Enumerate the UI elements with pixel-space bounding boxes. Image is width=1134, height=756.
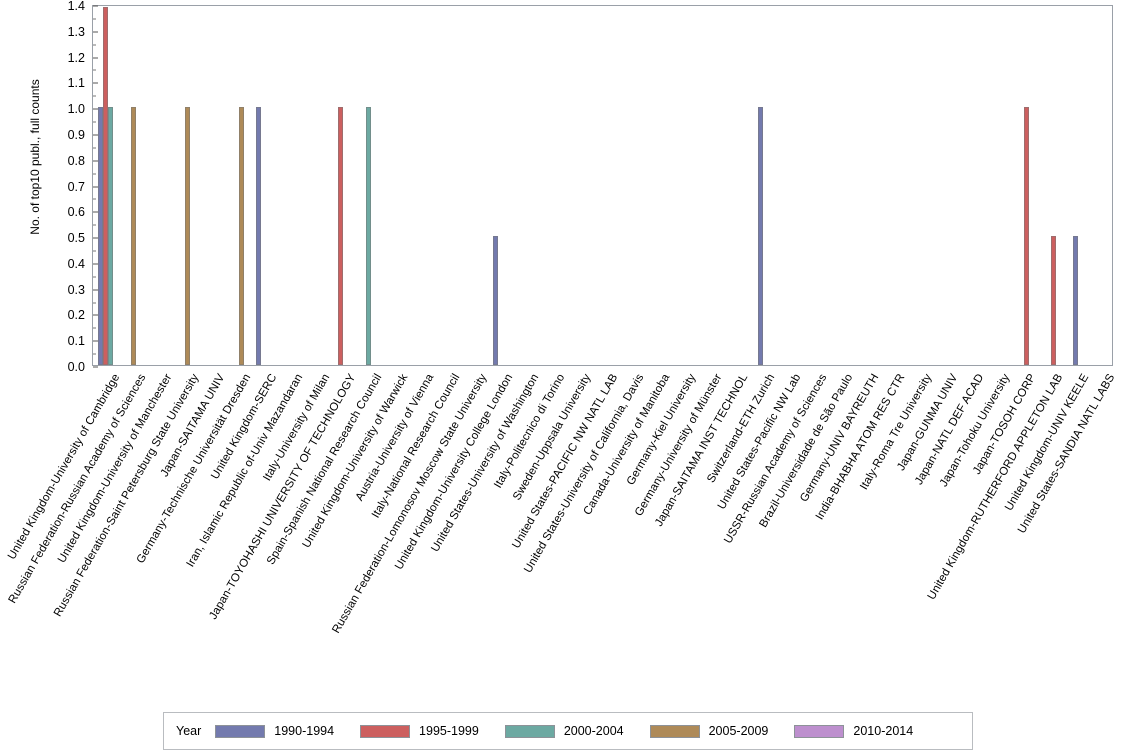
bar xyxy=(108,107,113,365)
y-axis-minor-tick-mark xyxy=(93,18,96,20)
y-axis-minor-tick-mark xyxy=(93,302,96,304)
bar xyxy=(366,107,371,365)
y-axis-tick-mark xyxy=(93,289,98,291)
y-axis-tick-mark xyxy=(93,237,98,239)
legend-color-swatch xyxy=(794,724,845,738)
bar xyxy=(239,107,244,365)
x-axis-labels: United Kingdom-University of Cambridge Ru… xyxy=(0,366,1134,696)
y-axis-tick-mark xyxy=(93,31,98,33)
legend-entry-label: 2005-2009 xyxy=(708,724,769,738)
legend-entry[interactable]: 2010-2014 xyxy=(794,724,913,738)
y-axis-minor-tick-mark xyxy=(93,353,96,355)
y-axis-minor-tick-mark xyxy=(93,121,96,123)
bar xyxy=(98,107,103,365)
y-axis-tick-label: 0.4 xyxy=(67,256,85,271)
y-axis-tick-label: 1.2 xyxy=(67,50,85,65)
legend-entry[interactable]: 1995-1999 xyxy=(360,724,479,738)
y-axis-tick-mark xyxy=(93,366,98,368)
bar xyxy=(1073,236,1078,365)
y-axis-minor-tick-mark xyxy=(93,198,96,200)
legend-color-swatch xyxy=(360,724,411,738)
legend-color-swatch xyxy=(215,724,266,738)
y-axis-minor-tick-mark xyxy=(93,95,96,97)
y-axis-tick-mark xyxy=(93,263,98,265)
y-axis-minor-tick-mark xyxy=(93,69,96,71)
bar xyxy=(185,107,190,365)
y-axis-tick-mark xyxy=(93,314,98,316)
legend-entry[interactable]: 2005-2009 xyxy=(649,724,769,738)
bar xyxy=(493,236,498,365)
y-axis-tick-label: 0.8 xyxy=(67,153,85,168)
bar xyxy=(758,107,763,365)
bar xyxy=(256,107,261,365)
y-axis-tick-mark xyxy=(93,5,98,7)
y-axis-tick-label: 1.3 xyxy=(67,24,85,39)
legend-entry[interactable]: 1990-1994 xyxy=(215,724,334,738)
legend-entry-label: 1990-1994 xyxy=(274,724,335,738)
y-axis-tick-label: 0.0 xyxy=(67,360,85,374)
y-axis-minor-tick-mark xyxy=(93,327,96,329)
y-axis-minor-tick-mark xyxy=(93,44,96,46)
y-axis-tick-mark xyxy=(93,160,98,162)
y-axis-tick-mark xyxy=(93,57,98,59)
y-axis-tick-mark xyxy=(93,186,98,187)
y-axis-minor-tick-mark xyxy=(93,173,96,175)
legend-color-swatch xyxy=(504,724,555,738)
legend-entries: 1990-1994 1995-1999 2000-2004 2005-2009 2010… xyxy=(215,724,939,738)
legend-entry-label: 2010-2014 xyxy=(853,724,914,738)
y-axis-tick-label: 0.3 xyxy=(67,282,85,297)
y-axis-tick-label: 0.2 xyxy=(67,308,85,323)
legend-color-swatch xyxy=(649,724,700,738)
chart-legend: Year 1990-1994 1995-1999 2000-2004 2005-200… xyxy=(163,712,973,750)
bar xyxy=(131,107,136,365)
y-axis-tick-mark xyxy=(93,134,98,136)
y-axis-tick-mark xyxy=(93,340,98,342)
y-axis-tick-mark xyxy=(93,82,98,84)
legend-entry[interactable]: 2000-2004 xyxy=(504,724,624,738)
plot-area: 0.0 0.1 0.2 0.3 0.4 0.5 0.6 0.7 0.8 0.9 1.0 1.1 1.2 1… xyxy=(68,0,1113,374)
y-axis-tick-label: 1.4 xyxy=(67,0,85,13)
y-axis-tick-label: 1.0 xyxy=(67,102,85,117)
y-axis-tick-label: 0.5 xyxy=(67,231,85,246)
y-axis-tick-label: 0.6 xyxy=(67,205,85,220)
y-axis-tick-mark xyxy=(93,108,98,110)
y-axis-tick-label: 1.1 xyxy=(67,76,85,91)
y-axis-tick-mark xyxy=(93,211,98,213)
y-axis-tick-label: 0.7 xyxy=(67,179,85,194)
y-axis-minor-tick-mark xyxy=(93,276,96,278)
bar xyxy=(338,107,343,365)
legend-entry-label: 1995-1999 xyxy=(419,724,479,738)
y-axis-minor-tick-mark xyxy=(93,250,96,252)
bar xyxy=(103,6,108,365)
y-axis-tick-label: 0.1 xyxy=(67,334,85,349)
legend-title: Year xyxy=(176,724,202,738)
legend-entry-label: 2000-2004 xyxy=(563,724,624,738)
bar xyxy=(1051,236,1056,365)
y-axis-minor-tick-mark xyxy=(93,224,96,226)
y-axis-tick-label: 0.9 xyxy=(67,127,85,142)
bar xyxy=(1024,107,1029,365)
y-axis-minor-tick-mark xyxy=(93,147,96,149)
